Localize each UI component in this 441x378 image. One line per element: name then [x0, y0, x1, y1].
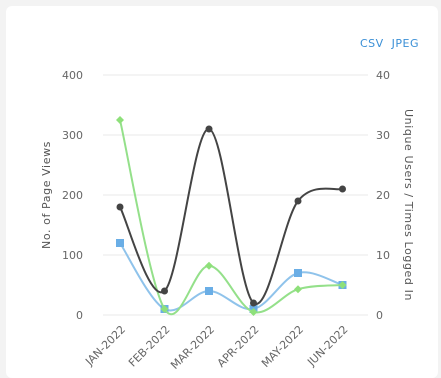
left-y-axis-title: No. of Page Views: [40, 141, 53, 249]
right-y-tick-label: 20: [376, 189, 390, 202]
data-point-marker[interactable]: [160, 305, 169, 313]
x-tick-label: JAN-2022: [82, 323, 128, 369]
right-y-tick-label: 40: [376, 69, 390, 82]
grid-lines: [103, 74, 368, 316]
csv-export-button[interactable]: CSV: [359, 37, 384, 50]
x-tick-label: APR-2022: [215, 323, 262, 370]
right-y-axis-title: Unique Users / Times Logged In: [402, 109, 415, 301]
data-point-marker[interactable]: [116, 116, 124, 124]
left-y-axis-ticks: 0 100 200 300 400: [62, 69, 83, 322]
series-times-logged-in: [116, 116, 347, 316]
data-point-marker[interactable]: [294, 197, 302, 205]
right-y-tick-label: 0: [376, 309, 383, 322]
right-y-axis-ticks: 0 10 20 30 40: [376, 69, 390, 322]
series-line: [119, 127, 343, 305]
x-tick-label: FEB-2022: [126, 323, 173, 370]
x-axis-ticks: JAN-2022FEB-2022MAR-2022APR-2022MAY-2022…: [82, 323, 350, 372]
export-buttons: CSV JPEG: [360, 37, 419, 50]
x-tick-label: MAY-2022: [259, 323, 306, 370]
data-point-marker[interactable]: [294, 285, 302, 294]
x-tick-label: MAR-2022: [168, 323, 217, 372]
data-point-marker[interactable]: [294, 269, 302, 277]
jpeg-export-button[interactable]: JPEG: [391, 37, 419, 50]
left-y-tick-label: 200: [62, 189, 83, 202]
left-y-tick-label: 300: [62, 129, 83, 142]
data-point-marker[interactable]: [250, 299, 257, 307]
data-point-marker[interactable]: [205, 261, 213, 270]
left-y-tick-label: 100: [62, 249, 83, 262]
left-y-tick-label: 400: [62, 69, 83, 82]
data-point-marker[interactable]: [161, 287, 168, 295]
x-tick-label: JUN-2022: [304, 323, 350, 369]
chart-card: [6, 6, 438, 378]
series-unique-users: [116, 239, 347, 313]
left-y-tick-label: 0: [76, 309, 83, 322]
data-point-marker[interactable]: [339, 185, 346, 193]
data-point-marker[interactable]: [116, 203, 124, 211]
series-page-views: [116, 125, 346, 307]
data-point-marker[interactable]: [116, 239, 124, 247]
data-point-marker[interactable]: [205, 287, 213, 295]
series-layer: [116, 116, 347, 316]
right-y-tick-label: 10: [376, 249, 390, 262]
data-point-marker[interactable]: [249, 308, 258, 316]
data-point-marker[interactable]: [205, 125, 213, 133]
data-point-marker[interactable]: [338, 281, 347, 289]
right-y-tick-label: 30: [376, 129, 390, 142]
